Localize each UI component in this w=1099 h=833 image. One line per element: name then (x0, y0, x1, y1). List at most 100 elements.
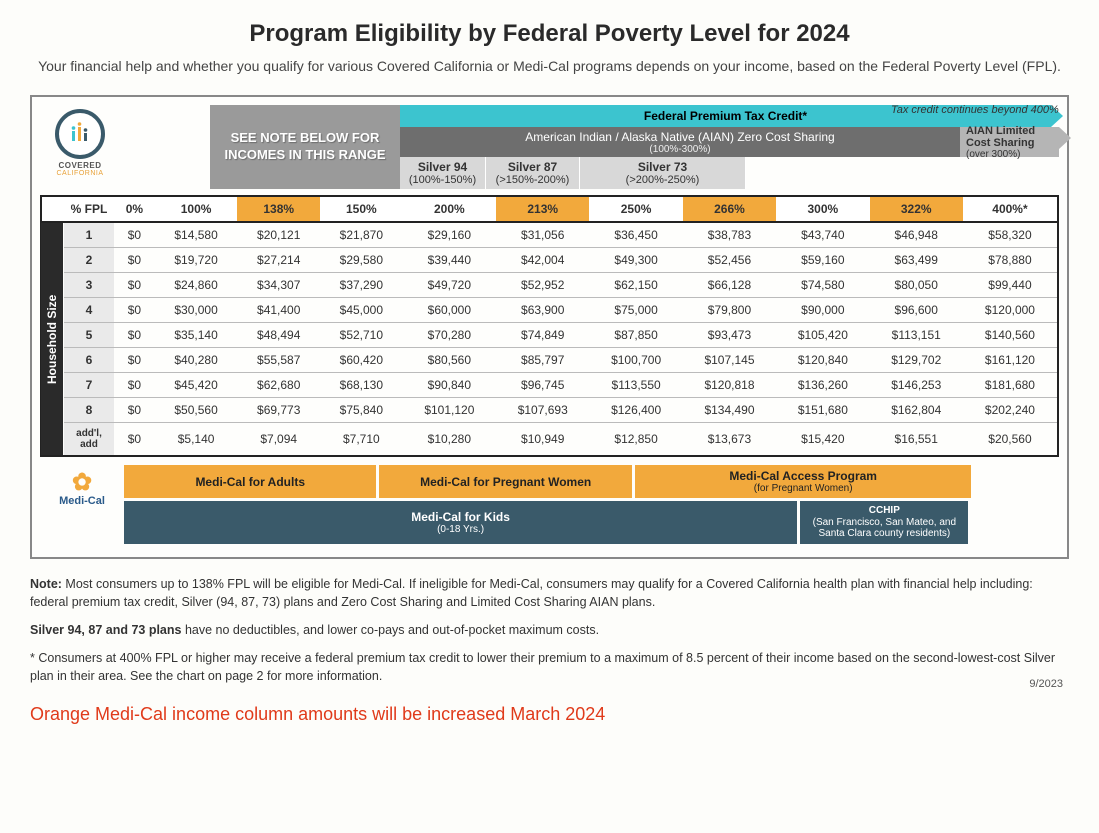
program-row-2: Medi-Cal for Kids(0-18 Yrs.)CCHIP (San F… (124, 501, 1059, 544)
silver87-label: Silver 87 (508, 160, 557, 174)
fpl-col-150: 150% (320, 196, 403, 222)
fpl-col-100: 100% (155, 196, 238, 222)
table-row: add'l,add$0$5,140$7,094$7,710$10,280$10,… (41, 423, 1058, 457)
table-row: 5$0$35,140$48,494$52,710$70,280$74,849$8… (41, 323, 1058, 348)
fpl-cell: $66,128 (683, 273, 776, 298)
silver73-cell: Silver 73 (>200%-250%) (580, 157, 746, 189)
fpl-cell: $29,160 (403, 222, 496, 248)
program-cell: Medi-Cal for Kids(0-18 Yrs.) (124, 501, 797, 544)
fpl-cell: $120,818 (683, 373, 776, 398)
program-cell: Medi-Cal for Adults (124, 465, 376, 498)
fpl-cell: $46,948 (870, 222, 963, 248)
fpl-cell: $39,440 (403, 248, 496, 273)
fpl-cell: $78,880 (963, 248, 1058, 273)
fpl-cell: $42,004 (496, 248, 589, 273)
fpl-cell: $90,840 (403, 373, 496, 398)
fpl-cell: $21,870 (320, 222, 403, 248)
fpl-cell: $87,850 (589, 323, 682, 348)
fpl-cell: $10,280 (403, 423, 496, 457)
fpl-cell: $45,000 (320, 298, 403, 323)
fpl-cell: $10,949 (496, 423, 589, 457)
program-cell: Medi-Cal for Pregnant Women (379, 465, 631, 498)
program-row-1: Medi-Cal for AdultsMedi-Cal for Pregnant… (124, 465, 1059, 498)
row-label: 1 (64, 222, 114, 248)
fpl-cell: $70,280 (403, 323, 496, 348)
red-note: Orange Medi-Cal income column amounts wi… (30, 701, 1069, 727)
fpl-cell: $93,473 (683, 323, 776, 348)
household-size-label: Household Size (41, 222, 64, 456)
fpl-col-322: 322% (870, 196, 963, 222)
silver94-label: Silver 94 (418, 160, 467, 174)
fpl-cell: $49,300 (589, 248, 682, 273)
fpl-col-266: 266% (683, 196, 776, 222)
federal-tax-label: Federal Premium Tax Credit* (644, 109, 807, 123)
fpl-cell: $52,710 (320, 323, 403, 348)
fpl-cell: $136,260 (776, 373, 869, 398)
fpl-cell: $63,900 (496, 298, 589, 323)
fpl-cell: $0 (114, 348, 155, 373)
fpl-cell: $74,849 (496, 323, 589, 348)
fpl-cell: $113,550 (589, 373, 682, 398)
fpl-col-250: 250% (589, 196, 682, 222)
fpl-cell: $13,673 (683, 423, 776, 457)
fpl-cell: $45,420 (155, 373, 238, 398)
fpl-cell: $62,680 (237, 373, 320, 398)
silver87-sub: (>150%-200%) (496, 174, 570, 186)
fpl-cell: $80,560 (403, 348, 496, 373)
fpl-cell: $161,120 (963, 348, 1058, 373)
table-row: 2$0$19,720$27,214$29,580$39,440$42,004$4… (41, 248, 1058, 273)
fpl-cell: $20,121 (237, 222, 320, 248)
fpl-cell: $0 (114, 298, 155, 323)
row-label: 4 (64, 298, 114, 323)
fpl-cell: $12,850 (589, 423, 682, 457)
fpl-cell: $60,000 (403, 298, 496, 323)
fpl-col-0: 0% (114, 196, 155, 222)
tax-tail-label: Tax credit continues beyond 400% (891, 104, 1061, 116)
fpl-cell: $52,952 (496, 273, 589, 298)
note2-text: have no deductibles, and lower co-pays a… (181, 623, 599, 637)
fpl-header-row: % FPL0%100%138%150%200%213%250%266%300%3… (41, 196, 1058, 222)
fpl-cell: $0 (114, 273, 155, 298)
fpl-cell: $15,420 (776, 423, 869, 457)
fpl-cell: $129,702 (870, 348, 963, 373)
fpl-cell: $7,710 (320, 423, 403, 457)
fpl-cell: $96,600 (870, 298, 963, 323)
fpl-cell: $50,560 (155, 398, 238, 423)
fpl-cell: $134,490 (683, 398, 776, 423)
note1-text: Most consumers up to 138% FPL will be el… (30, 577, 1033, 609)
fpl-cell: $19,720 (155, 248, 238, 273)
page-title: Program Eligibility by Federal Poverty L… (30, 20, 1069, 48)
table-row: 4$0$30,000$41,400$45,000$60,000$63,900$7… (41, 298, 1058, 323)
fpl-cell: $52,456 (683, 248, 776, 273)
table-row: 3$0$24,860$34,307$37,290$49,720$52,952$6… (41, 273, 1058, 298)
logo-text-1: COVERED (40, 161, 120, 170)
medical-logo: ✿ Medi-Cal (40, 465, 124, 547)
medical-label: Medi-Cal (40, 495, 124, 507)
fpl-col-200: 200% (403, 196, 496, 222)
fpl-col-213: 213% (496, 196, 589, 222)
row-label: add'l,add (64, 423, 114, 457)
fpl-cell: $75,000 (589, 298, 682, 323)
fpl-cell: $181,680 (963, 373, 1058, 398)
fpl-cell: $49,720 (403, 273, 496, 298)
page-subtitle: Your financial help and whether you qual… (30, 56, 1069, 77)
fpl-cell: $96,745 (496, 373, 589, 398)
row-label: 2 (64, 248, 114, 273)
table-row: Household Size1$0$14,580$20,121$21,870$2… (41, 222, 1058, 248)
fpl-cell: $0 (114, 323, 155, 348)
fpl-cell: $0 (114, 373, 155, 398)
table-row: 8$0$50,560$69,773$75,840$101,120$107,693… (41, 398, 1058, 423)
row-label: 8 (64, 398, 114, 423)
fpl-cell: $41,400 (237, 298, 320, 323)
table-row: 7$0$45,420$62,680$68,130$90,840$96,745$1… (41, 373, 1058, 398)
fpl-cell: $68,130 (320, 373, 403, 398)
fpl-cell: $90,000 (776, 298, 869, 323)
fpl-cell: $162,804 (870, 398, 963, 423)
main-container: COVERED CALIFORNIA SEE NOTE BELOW FOR IN… (30, 95, 1069, 559)
fpl-cell: $37,290 (320, 273, 403, 298)
aian-tail: AIAN Limited Cost Sharing (over 300%) (960, 127, 1059, 157)
aian-label: American Indian / Alaska Native (AIAN) Z… (525, 130, 834, 144)
fpl-cell: $55,587 (237, 348, 320, 373)
fpl-cell: $105,420 (776, 323, 869, 348)
fpl-col-138: 138% (237, 196, 320, 222)
